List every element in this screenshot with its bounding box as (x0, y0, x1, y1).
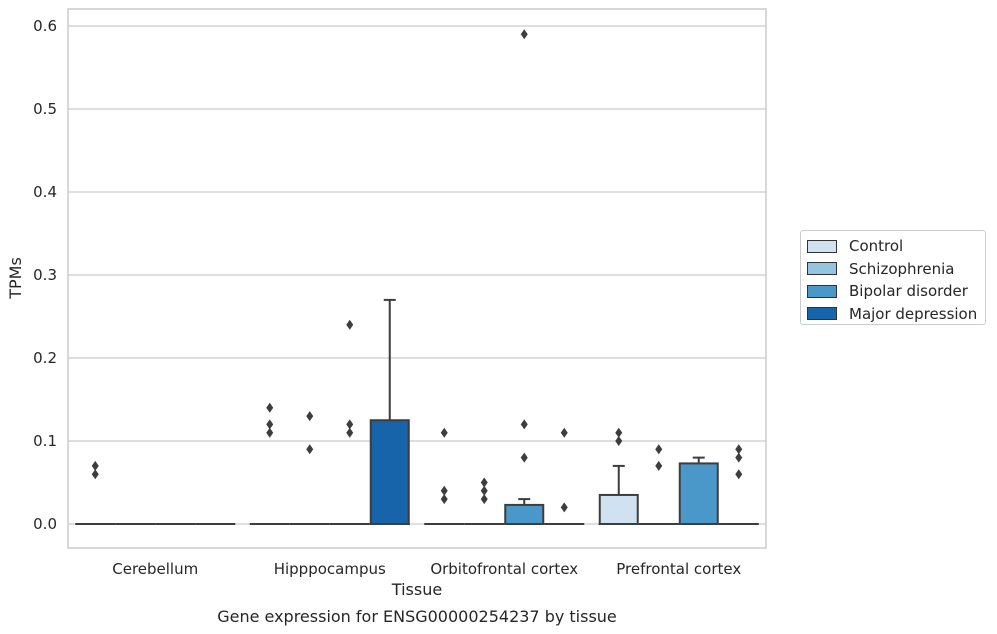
box-control (249, 402, 290, 525)
outlier-point (440, 494, 448, 505)
outlier-point (480, 477, 488, 488)
plot-frame (67, 8, 767, 549)
box-control (75, 460, 116, 525)
outlier-point (440, 485, 448, 496)
x-axis-title: Tissue (391, 580, 442, 599)
outlier-point (346, 319, 354, 330)
y-axis-title: TPMs (6, 257, 25, 300)
legend-swatch (807, 262, 837, 276)
box-control (598, 427, 639, 526)
box-bipolar-disorder (678, 456, 719, 526)
outlier-point (520, 419, 528, 430)
outlier-point (91, 469, 99, 480)
outlier-point (306, 411, 314, 422)
outlier-point (346, 419, 354, 430)
x-tick-labels: Cerebellum Hipppocampus Orbitofrontal cort… (112, 560, 741, 578)
y-tick-label: 0.4 (33, 183, 57, 201)
box-body (369, 419, 410, 525)
legend-swatch (807, 307, 837, 321)
box-schizophrenia (289, 411, 330, 525)
legend-item: Control (807, 235, 979, 258)
legend-item: Major depression (807, 303, 979, 326)
outlier-point (266, 427, 274, 438)
outlier-point (346, 427, 354, 438)
y-tick-label: 0.2 (33, 349, 57, 367)
legend-label: Major depression (849, 304, 978, 323)
outlier-point (480, 494, 488, 505)
box-control (424, 427, 465, 525)
y-tick-label: 0.1 (33, 432, 57, 450)
box-body (678, 462, 719, 526)
box-major-depression (369, 298, 410, 525)
gridlines (68, 25, 766, 525)
outlier-point (520, 452, 528, 463)
box-schizophrenia (638, 444, 679, 525)
box-body (504, 503, 545, 526)
legend-label: Control (849, 237, 904, 256)
x-tick-label: Orbitofrontal cortex (430, 560, 578, 578)
outlier-point (655, 444, 663, 455)
y-tick-labels: 0.0 0.1 0.2 0.3 0.4 0.5 0.6 (33, 17, 57, 533)
box-schizophrenia (464, 477, 505, 525)
y-tick-label: 0.3 (33, 266, 57, 284)
box-major-depression (544, 427, 585, 525)
outlier-point (735, 444, 743, 455)
legend-label: Schizophrenia (849, 259, 955, 278)
y-tick-label: 0.5 (33, 100, 57, 118)
box-bipolar-disorder (329, 319, 370, 525)
outlier-point (440, 427, 448, 438)
legend-item: Bipolar disorder (807, 280, 979, 303)
outlier-point (735, 469, 743, 480)
outlier-point (520, 29, 528, 40)
y-tick-label: 0.0 (33, 515, 57, 533)
outlier-point (91, 460, 99, 471)
x-tick-label: Hipppocampus (274, 560, 386, 578)
outlier-point (560, 502, 568, 513)
outlier-point (735, 452, 743, 463)
x-tick-label: Cerebellum (112, 560, 198, 578)
outlier-point (655, 460, 663, 471)
legend: Control Schizophrenia Bipolar disorder Majo… (800, 230, 986, 325)
y-tick-label: 0.6 (33, 17, 57, 35)
outlier-point (615, 436, 623, 446)
boxes (75, 29, 759, 526)
chart-caption: Gene expression for ENSG00000254237 by t… (217, 607, 617, 626)
outlier-point (480, 485, 488, 496)
legend-item: Schizophrenia (807, 258, 979, 281)
outlier-point (615, 427, 623, 438)
x-tick-label: Prefrontal cortex (616, 560, 741, 578)
box-bipolar-disorder (504, 29, 545, 526)
legend-swatch (807, 284, 837, 298)
outlier-point (560, 427, 568, 438)
box-body (598, 493, 639, 526)
legend-label: Bipolar disorder (849, 282, 968, 301)
outlier-point (266, 419, 274, 430)
outlier-point (306, 444, 314, 455)
outlier-point (266, 402, 274, 413)
box-major-depression (718, 444, 759, 525)
legend-swatch (807, 239, 837, 253)
